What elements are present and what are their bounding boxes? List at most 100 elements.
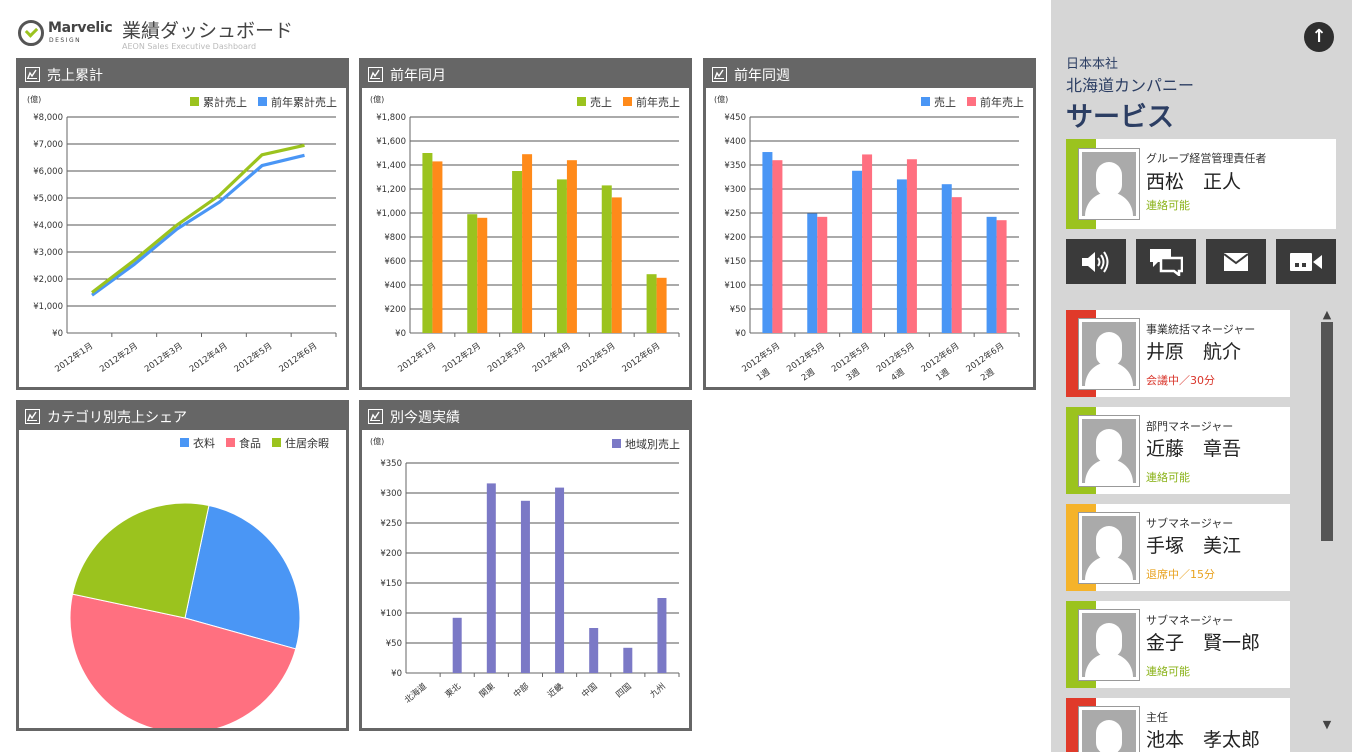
chart-area: 住居余暇 食品 衣料 [19,430,346,728]
bar [611,197,622,333]
y-tick-label: ¥150 [724,257,746,267]
x-tick-label: 東北 [443,681,463,701]
email-button[interactable] [1206,239,1266,284]
chart-icon [25,67,40,82]
bar [477,217,488,333]
chart-area: (億) ¥0 ¥1,000 ¥2,000 ¥3,000 ¥4,000 ¥5,000 ¥6,00… [19,88,346,387]
scroll-top-button[interactable]: ↑ [1304,22,1334,52]
marvelic-logo: Marvelic DESIGN [16,16,116,46]
panel-title: 別今週実績 [390,409,460,426]
x-tick-label: 2012年5月 [785,340,827,374]
legend-swatch [921,97,930,106]
region-bar-chart: (億) ¥0 ¥50 ¥100 ¥150 ¥200 ¥250 ¥300 ¥350 地域別売上北海道… [370,436,680,706]
panel-category-share: カテゴリ別売上シェア 住居余暇 食品 衣料 [16,400,349,731]
unit-label: (億) [27,94,41,104]
scroll-down-arrow-icon[interactable]: ▼ [1322,718,1332,731]
person-role: サブマネージャー [1146,517,1234,530]
y-tick-label: ¥400 [724,137,746,147]
bar [467,214,478,333]
weekly-bar-chart: (億) ¥0 ¥50 ¥100 ¥150 ¥200 ¥250 ¥300 ¥350 ¥400 ¥450… [714,94,1024,383]
bar [512,171,523,333]
legend-swatch [180,438,189,447]
sidebar-scrollbar[interactable]: ▲ ▼ [1321,308,1333,738]
pie-slice [184,504,301,650]
bar [657,598,667,673]
bar [862,154,873,333]
person-card[interactable]: 部門マネージャー 近藤 章吾 連絡可能 [1066,407,1290,494]
y-tick-label: ¥400 [384,281,406,291]
legend-label: 前年売上 [636,95,680,109]
legend-label: 売上 [590,96,612,109]
y-tick-label: ¥4,000 [33,221,63,231]
chart-area: (億) ¥0 ¥50 ¥100 ¥150 ¥200 ¥250 ¥300 ¥350 ¥400 ¥450… [706,88,1033,387]
person-card[interactable]: サブマネージャー 金子 賢一郎 連絡可能 [1066,601,1290,688]
y-tick-label: ¥200 [380,549,402,559]
x-tick-label: 2012年6月 [964,340,1006,374]
person-role: グループ経営管理責任者 [1146,152,1267,165]
x-tick-label: 2012年5月 [829,340,871,374]
person-status: 退席中／15分 [1146,568,1215,581]
legend-swatch [612,439,621,448]
y-tick-label: ¥7,000 [33,140,63,150]
bar [601,185,612,333]
legend-swatch [258,97,267,106]
legend-swatch [623,97,632,106]
person-card[interactable]: 事業統括マネージャー 井原 航介 会議中／30分 [1066,310,1290,397]
bar [432,161,443,333]
legend-label: 地域別売上 [625,438,680,451]
panel-header: カテゴリ別売上シェア [19,403,346,430]
app-header: Marvelic DESIGN 業績ダッシュボード AEON Sales Exe… [16,14,616,54]
cumulative-line-chart: (億) ¥0 ¥1,000 ¥2,000 ¥3,000 ¥4,000 ¥5,000 ¥6,00… [27,94,337,375]
video-call-button[interactable] [1276,239,1336,284]
panel-header: 前年同月 [362,61,689,88]
bar [852,170,863,333]
bar [986,216,997,333]
y-tick-label: ¥5,000 [33,194,63,204]
y-tick-label: ¥1,000 [376,209,406,219]
bar [589,628,599,673]
x-tick-label: 2012年6月 [919,340,961,374]
x-tick-label: 関東 [477,681,497,701]
scroll-thumb[interactable] [1321,322,1333,541]
chat-button[interactable] [1136,239,1196,284]
avatar [1078,148,1140,220]
person-status: 連絡可能 [1146,199,1190,212]
panel-title: カテゴリ別売上シェア [47,409,187,426]
person-name: 手塚 美江 [1146,535,1242,557]
x-tick-label: 2012年4月 [187,340,229,374]
bar [555,487,565,673]
y-tick-label: ¥200 [384,305,406,315]
panel-header: 売上累計 [19,61,346,88]
y-tick-label: ¥50 [386,639,402,649]
x-tick-label: 2012年4月 [530,340,572,374]
panel-header: 別今週実績 [362,403,689,430]
x-tick-label: 北海道 [402,681,429,706]
bar [772,160,783,333]
person-card[interactable]: サブマネージャー手塚 美江退席中／15分 [1066,504,1290,591]
manager-card[interactable]: グループ経営管理責任者 西松 正人 連絡可能 [1066,139,1336,229]
legend-swatch [272,438,281,447]
legend-label: 住居余暇 [285,436,329,450]
bar [656,277,667,333]
monthly-bar-chart: (億) ¥0 ¥200 ¥400 ¥600 ¥800 ¥1,000 ¥1,200 ¥1,400 ¥… [370,94,680,375]
y-tick-label: ¥250 [380,519,402,529]
person-card[interactable]: 主任 池本 孝太郎 [1066,698,1290,752]
y-tick-label: ¥50 [730,305,746,315]
x-tick-label: 2012年3月 [142,340,184,374]
bar [951,197,962,333]
bar [762,152,773,333]
chart-area: (億) ¥0 ¥200 ¥400 ¥600 ¥800 ¥1,000 ¥1,200 ¥1,400 ¥… [362,88,689,387]
voice-call-button[interactable] [1066,239,1126,284]
scroll-up-arrow-icon[interactable]: ▲ [1322,308,1332,321]
x-tick-label: 2週 [800,367,818,383]
page-title: 業績ダッシュボード [122,20,294,42]
mail-icon [1224,252,1248,271]
x-tick-label: 2012年2月 [98,340,140,374]
x-tick-label: 1週 [934,367,952,383]
y-tick-label: ¥1,000 [33,302,63,312]
x-tick-label: 2012年5月 [874,340,916,374]
bar [623,647,633,673]
panel-region-weekly: 別今週実績 (億) ¥0 ¥50 ¥100 ¥150 ¥200 ¥250 ¥300 ¥350 地域… [359,400,692,731]
bar [817,216,828,333]
x-tick-label: 2012年5月 [740,340,782,374]
